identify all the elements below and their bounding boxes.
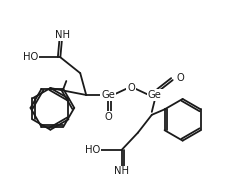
Text: HO: HO	[23, 52, 39, 62]
Text: NH: NH	[114, 166, 129, 176]
Text: O: O	[177, 73, 184, 83]
Text: HO: HO	[85, 144, 100, 155]
Text: Ge: Ge	[101, 90, 115, 100]
Text: O: O	[104, 112, 112, 122]
Text: Ge: Ge	[148, 90, 162, 100]
Text: NH: NH	[55, 30, 70, 41]
Text: O: O	[127, 83, 135, 93]
